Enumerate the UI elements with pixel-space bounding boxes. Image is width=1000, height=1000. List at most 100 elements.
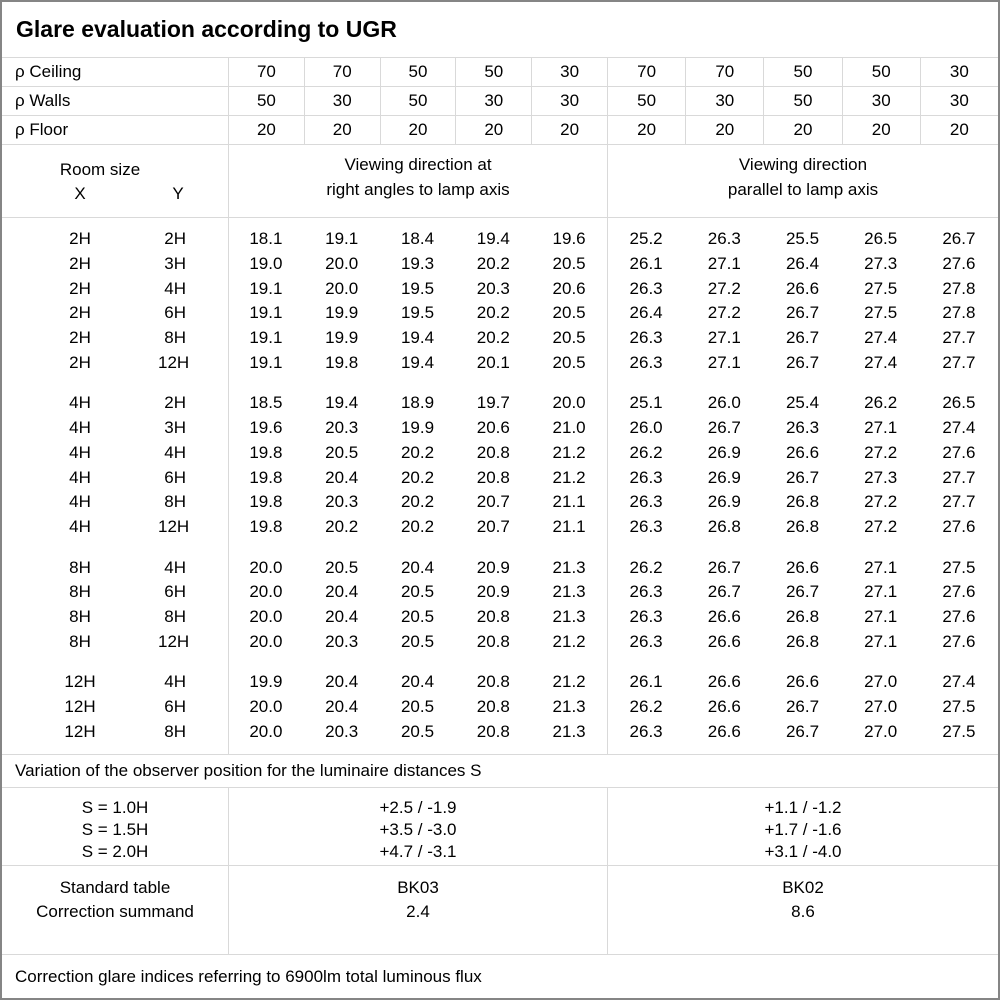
ugr-value: 26.6 bbox=[785, 442, 820, 462]
parallel-values: 26.3 26.9 26.8 27.2 27.7 bbox=[607, 492, 998, 512]
ugr-value: 27.0 bbox=[864, 697, 898, 717]
room-x-value: 4H bbox=[69, 393, 91, 413]
ugr-value: 18.9 bbox=[400, 393, 435, 413]
ugr-value: 27.6 bbox=[942, 442, 976, 462]
ugr-value: 26.6 bbox=[785, 672, 820, 692]
parallel-values: 26.1 27.1 26.4 27.3 27.6 bbox=[607, 254, 998, 274]
parallel-values: 25.2 26.3 25.5 26.5 26.7 bbox=[607, 229, 998, 249]
ugr-value: 27.1 bbox=[864, 582, 898, 602]
ugr-value: 18.5 bbox=[249, 393, 283, 413]
parallel-values: 26.3 26.6 26.8 27.1 27.6 bbox=[607, 607, 998, 627]
reflectance-value: 70 bbox=[685, 58, 763, 86]
ugr-value: 20.1 bbox=[476, 352, 510, 372]
reflectance-value: 70 bbox=[607, 58, 685, 86]
ugr-value: 20.3 bbox=[476, 278, 510, 298]
crosswise-values: 19.0 20.0 19.3 20.2 20.5 bbox=[228, 254, 607, 274]
parallel-values: 26.3 27.1 26.7 27.4 27.7 bbox=[607, 328, 998, 348]
reflectance-value: 20 bbox=[685, 116, 763, 144]
reflectance-group: 70 70 50 50 30 bbox=[228, 58, 607, 86]
reflectance-value: 30 bbox=[455, 87, 531, 115]
ugr-value: 19.8 bbox=[249, 467, 283, 487]
room-x-value: 2H bbox=[69, 229, 91, 249]
room-x-value: 12H bbox=[64, 721, 96, 741]
room-size-cell: 8H 4H bbox=[2, 558, 228, 578]
ugr-value: 27.1 bbox=[707, 254, 741, 274]
correction-summand-label: Correction summand bbox=[36, 902, 194, 921]
ugr-value: 20.0 bbox=[325, 278, 359, 298]
room-y-value: 3H bbox=[164, 254, 186, 274]
ugr-value: 27.1 bbox=[864, 418, 898, 438]
reflectance-group: 70 70 50 50 30 bbox=[607, 58, 998, 86]
room-x-value: 2H bbox=[69, 303, 91, 323]
ugr-value: 27.7 bbox=[942, 352, 976, 372]
ugr-value: 26.8 bbox=[785, 516, 820, 536]
ugr-value: 19.4 bbox=[400, 352, 435, 372]
ugr-value: 21.2 bbox=[552, 442, 586, 462]
ugr-value: 19.5 bbox=[400, 303, 435, 323]
parallel-summary: BK02 8.6 bbox=[607, 866, 998, 954]
reflectance-group: 50 30 50 30 30 bbox=[607, 87, 998, 115]
ugr-value: 26.3 bbox=[629, 516, 663, 536]
crosswise-correction-summand-value: 2.4 bbox=[406, 902, 430, 921]
room-size-cell: 2H 8H bbox=[2, 328, 228, 348]
summary-block: Standard table Correction summand BK03 2… bbox=[2, 866, 998, 955]
table-row: 12H 8H 20.0 20.3 20.5 20.8 21.3 26.3 26.6 26.7 27.… bbox=[2, 719, 998, 744]
ugr-value: 26.2 bbox=[629, 697, 663, 717]
ugr-value: 27.5 bbox=[942, 697, 976, 717]
ugr-value: 27.4 bbox=[864, 352, 898, 372]
standard-table-label: Standard table bbox=[59, 878, 171, 897]
room-x-value: 2H bbox=[69, 278, 91, 298]
crosswise-values: 19.8 20.3 20.2 20.7 21.1 bbox=[228, 492, 607, 512]
ugr-value: 19.5 bbox=[400, 278, 435, 298]
ugr-value: 20.5 bbox=[552, 328, 586, 348]
observer-variation-block: S = 1.0H S = 1.5H S = 2.0H +2.5 / -1.9 +3.5… bbox=[2, 788, 998, 866]
room-y-value: 8H bbox=[164, 328, 186, 348]
room-size-header: Room size X Y bbox=[2, 145, 228, 217]
ugr-value: 26.7 bbox=[785, 328, 820, 348]
reflectance-value: 20 bbox=[841, 116, 920, 144]
ugr-value: 20.2 bbox=[400, 492, 435, 512]
ugr-value: 19.1 bbox=[249, 352, 283, 372]
table-row: 2H 8H 19.1 19.9 19.4 20.2 20.5 26.3 27.1 26.7 27.4… bbox=[2, 326, 998, 351]
crosswise-values: 19.1 19.8 19.4 20.1 20.5 bbox=[228, 353, 607, 373]
room-x-value: 8H bbox=[69, 557, 91, 577]
ugr-value: 27.6 bbox=[942, 582, 976, 602]
parallel-values: 26.3 27.1 26.7 27.4 27.7 bbox=[607, 353, 998, 373]
ugr-value: 20.0 bbox=[249, 606, 283, 626]
parallel-values: 26.4 27.2 26.7 27.5 27.8 bbox=[607, 303, 998, 323]
room-y-value: 4H bbox=[164, 672, 186, 692]
crosswise-values: 19.9 20.4 20.4 20.8 21.2 bbox=[228, 672, 607, 692]
group-divider-line bbox=[607, 218, 608, 754]
ugr-value: 21.3 bbox=[552, 721, 586, 741]
ugr-value: 27.0 bbox=[864, 672, 898, 692]
room-x-value: 8H bbox=[69, 582, 91, 602]
parallel-values: 26.3 26.7 26.7 27.1 27.6 bbox=[607, 582, 998, 602]
parallel-values: 26.2 26.7 26.6 27.1 27.5 bbox=[607, 558, 998, 578]
reflectance-value: 50 bbox=[763, 87, 841, 115]
reflectance-value: 50 bbox=[455, 58, 531, 86]
reflectance-value: 30 bbox=[531, 58, 607, 86]
table-row: 4H 12H 19.8 20.2 20.2 20.7 21.1 26.3 26.8 26.8 27.… bbox=[2, 515, 998, 540]
parallel-values: 26.2 26.6 26.7 27.0 27.5 bbox=[607, 697, 998, 717]
ugr-value: 27.1 bbox=[864, 557, 898, 577]
room-size-block: 8H 4H 20.0 20.5 20.4 20.9 21.3 26.2 26.7 26.6 27.1… bbox=[2, 555, 998, 654]
crosswise-header-line1: Viewing direction at bbox=[344, 155, 492, 174]
ugr-value: 20.7 bbox=[476, 516, 510, 536]
room-y-value: 6H bbox=[164, 697, 186, 717]
room-y-value: 4H bbox=[164, 442, 186, 462]
table-row: 12H 4H 19.9 20.4 20.4 20.8 21.2 26.1 26.6 26.6 27.… bbox=[2, 670, 998, 695]
crosswise-values: 20.0 20.5 20.4 20.9 21.3 bbox=[228, 558, 607, 578]
room-size-cell: 4H 12H bbox=[2, 517, 228, 537]
ugr-value: 26.0 bbox=[629, 418, 663, 438]
ugr-value: 19.3 bbox=[400, 254, 435, 274]
room-size-cell: 4H 4H bbox=[2, 443, 228, 463]
parallel-values: 26.3 26.6 26.8 27.1 27.6 bbox=[607, 632, 998, 652]
ugr-value: 25.1 bbox=[629, 393, 663, 413]
ugr-value: 26.7 bbox=[707, 582, 741, 602]
variation-caption: Variation of the observer position for t… bbox=[15, 761, 482, 780]
ugr-value: 20.9 bbox=[476, 557, 510, 577]
room-size-cell: 2H 6H bbox=[2, 303, 228, 323]
ugr-value: 27.5 bbox=[864, 303, 898, 323]
room-size-cell: 2H 3H bbox=[2, 254, 228, 274]
ugr-value: 27.5 bbox=[942, 721, 976, 741]
